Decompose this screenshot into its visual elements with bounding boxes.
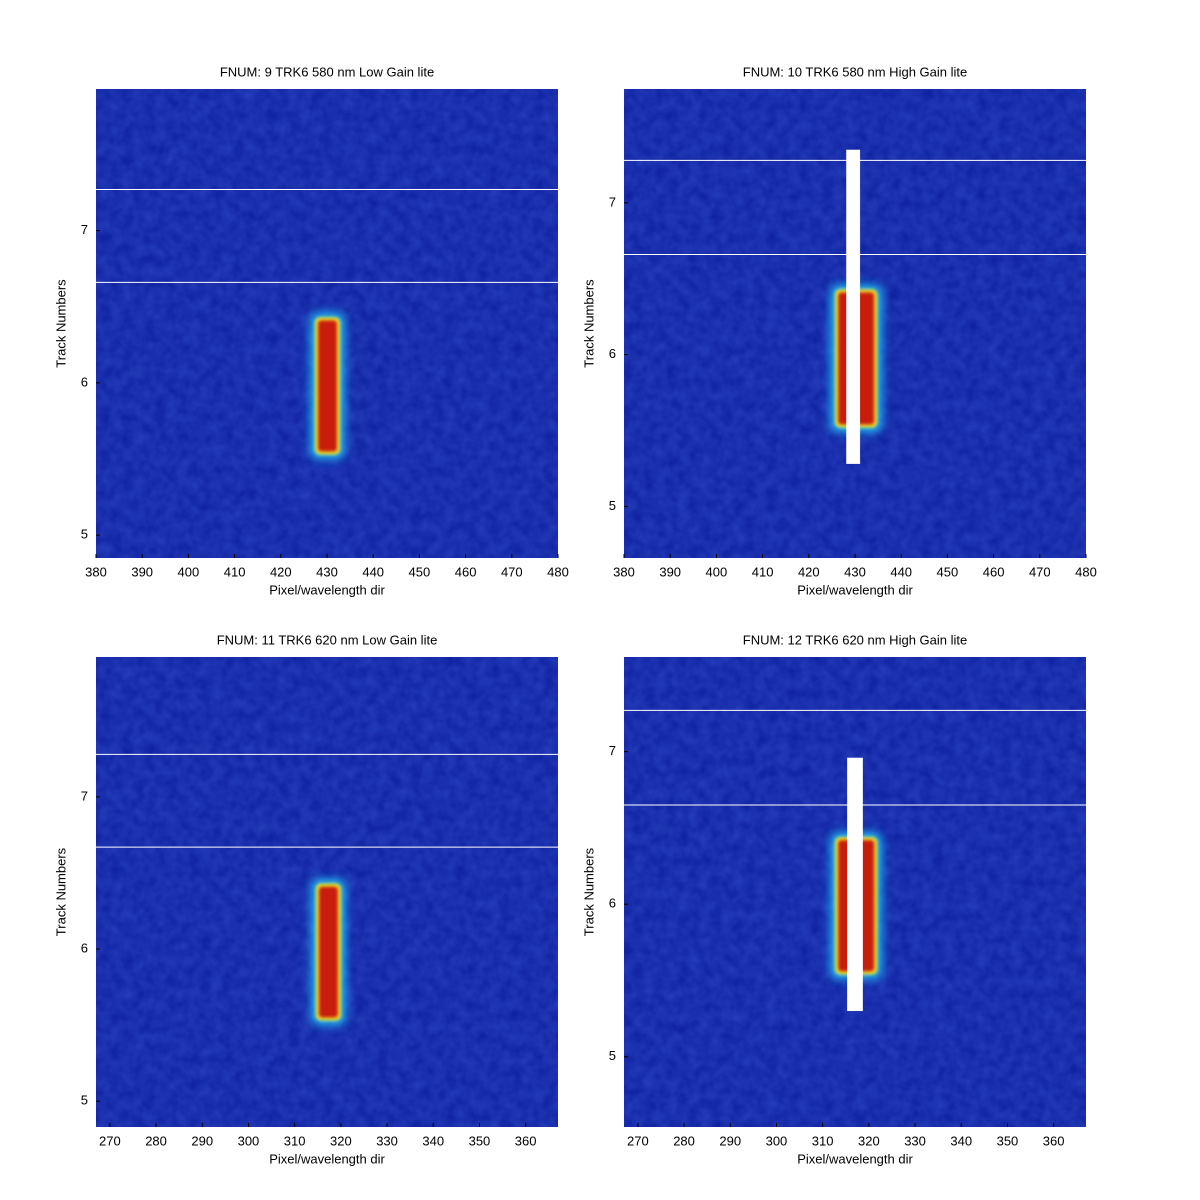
x-tick-label: 430	[844, 564, 866, 579]
y-tick-label: 7	[609, 743, 616, 758]
y-tick-label: 7	[81, 788, 88, 803]
x-tick-label: 300	[238, 1133, 260, 1148]
x-tick-label: 270	[627, 1133, 649, 1148]
y-tick-label: 6	[609, 346, 616, 361]
x-tick-label: 390	[131, 564, 153, 579]
x-tick-label: 310	[284, 1133, 306, 1148]
y-tick-label: 7	[81, 222, 88, 237]
x-tick-label: 450	[937, 564, 959, 579]
chart-title: FNUM: 11 TRK6 620 nm Low Gain lite	[217, 632, 438, 647]
x-tick-label: 460	[455, 564, 477, 579]
panel	[624, 89, 1086, 558]
y-axis-label: Track Numbers	[53, 847, 68, 936]
y-axis-label: Track Numbers	[581, 279, 596, 368]
x-tick-label: 390	[659, 564, 681, 579]
y-tick-label: 7	[609, 194, 616, 209]
x-tick-label: 400	[178, 564, 200, 579]
y-tick-label: 6	[81, 374, 88, 389]
x-tick-label: 460	[983, 564, 1005, 579]
x-tick-label: 290	[191, 1133, 213, 1148]
x-tick-label: 420	[270, 564, 292, 579]
x-tick-label: 430	[316, 564, 338, 579]
x-tick-label: 340	[950, 1133, 972, 1148]
x-tick-label: 350	[997, 1133, 1019, 1148]
y-tick-label: 6	[609, 896, 616, 911]
y-tick-label: 6	[81, 940, 88, 955]
x-tick-label: 350	[469, 1133, 491, 1148]
x-tick-label: 410	[224, 564, 246, 579]
y-axis-label: Track Numbers	[581, 847, 596, 936]
x-tick-label: 330	[904, 1133, 926, 1148]
x-tick-label: 320	[330, 1133, 352, 1148]
x-axis-label: Pixel/wavelength dir	[269, 582, 385, 597]
x-tick-label: 270	[99, 1133, 121, 1148]
x-tick-label: 280	[145, 1133, 167, 1148]
x-tick-label: 330	[376, 1133, 398, 1148]
x-tick-label: 340	[422, 1133, 444, 1148]
panel	[96, 657, 558, 1127]
x-tick-label: 410	[752, 564, 774, 579]
saturated-region	[846, 149, 861, 464]
panel	[96, 89, 558, 558]
x-tick-label: 360	[1043, 1133, 1065, 1148]
x-tick-label: 290	[719, 1133, 741, 1148]
y-tick-label: 5	[609, 498, 616, 513]
x-axis-label: Pixel/wavelength dir	[797, 582, 913, 597]
x-tick-label: 450	[409, 564, 431, 579]
x-tick-label: 480	[1075, 564, 1097, 579]
x-tick-label: 300	[766, 1133, 788, 1148]
y-tick-label: 5	[609, 1048, 616, 1063]
x-axis-label: Pixel/wavelength dir	[797, 1151, 913, 1166]
x-tick-label: 320	[858, 1133, 880, 1148]
x-tick-label: 470	[501, 564, 523, 579]
panel	[624, 657, 1086, 1127]
x-tick-label: 400	[706, 564, 728, 579]
x-tick-label: 310	[812, 1133, 834, 1148]
y-axis-label: Track Numbers	[53, 279, 68, 368]
x-tick-label: 280	[673, 1133, 695, 1148]
y-tick-label: 5	[81, 527, 88, 542]
chart-title: FNUM: 10 TRK6 580 nm High Gain lite	[743, 64, 967, 79]
spot	[317, 320, 337, 452]
x-axis-label: Pixel/wavelength dir	[269, 1151, 385, 1166]
y-tick-label: 5	[81, 1093, 88, 1108]
x-tick-label: 420	[798, 564, 820, 579]
x-tick-label: 360	[515, 1133, 537, 1148]
x-tick-label: 380	[85, 564, 107, 579]
x-tick-label: 480	[547, 564, 569, 579]
chart-title: FNUM: 12 TRK6 620 nm High Gain lite	[743, 632, 967, 647]
x-tick-label: 440	[362, 564, 384, 579]
x-tick-label: 470	[1029, 564, 1051, 579]
chart-title: FNUM: 9 TRK6 580 nm Low Gain lite	[220, 64, 434, 79]
x-tick-label: 440	[890, 564, 912, 579]
saturated-region	[847, 757, 863, 1012]
spot	[318, 886, 338, 1018]
x-tick-label: 380	[613, 564, 635, 579]
